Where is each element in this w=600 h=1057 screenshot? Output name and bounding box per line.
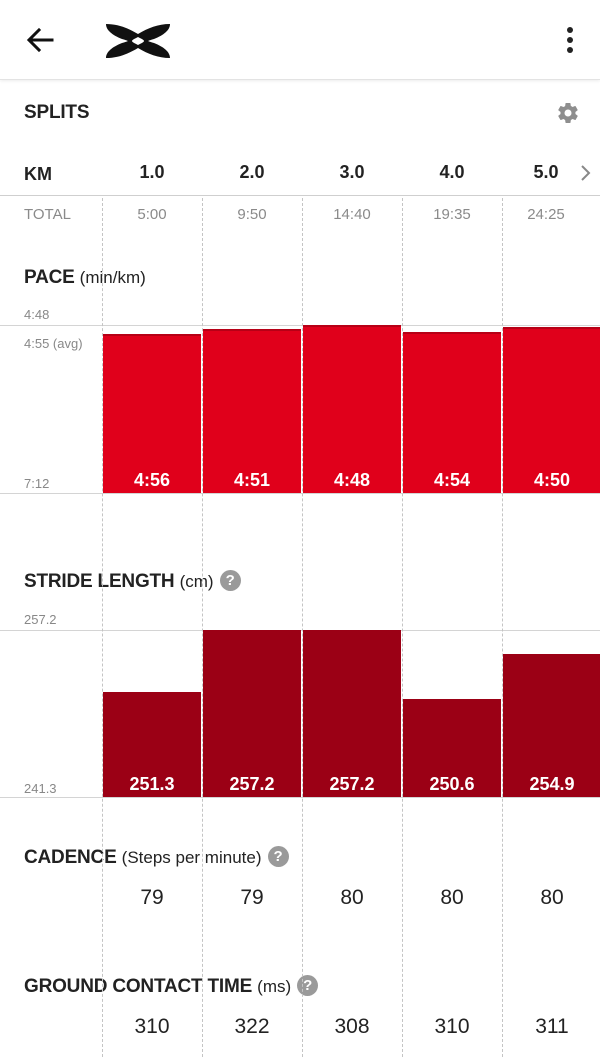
km-value: 1.0 — [139, 162, 165, 182]
pace-baseline — [0, 493, 600, 494]
pace-bar-cap — [403, 332, 501, 334]
column-divider — [502, 198, 503, 1057]
stride-bar — [303, 630, 401, 797]
pace-bar-cap — [103, 334, 201, 337]
under-armour-logo — [106, 24, 170, 58]
stride-bar — [103, 691, 201, 797]
km-label: KM — [24, 164, 52, 184]
column-divider — [402, 198, 403, 1057]
pace-bar-cap — [303, 325, 401, 327]
pace-bar-label: 4:48 — [333, 470, 371, 490]
pace-bar-label: 4:54 — [433, 470, 471, 490]
pace-axis-bottom: 7:12 — [24, 476, 50, 491]
km-value: 4.0 — [439, 162, 465, 182]
pace-unit: (min/km) — [79, 268, 146, 287]
stride-bar-label: 250.6 — [429, 774, 475, 794]
stride-title: STRIDE LENGTH (cm)? — [24, 570, 241, 593]
column-divider — [302, 198, 303, 1057]
pace-bar — [203, 328, 301, 493]
column-divider — [102, 198, 103, 1057]
pace-title: PACE (min/km) — [24, 267, 146, 288]
gear-icon[interactable] — [556, 101, 580, 125]
stride-bar-label: 257.2 — [229, 774, 275, 794]
gct-value: 310 — [434, 1015, 470, 1038]
total-value: 19:35 — [433, 206, 471, 223]
stride-bar-label: 257.2 — [329, 774, 375, 794]
cadence-unit: (Steps per minute) — [121, 848, 262, 867]
splits-title: SPLITS — [24, 102, 90, 123]
help-icon[interactable]: ? — [219, 570, 241, 591]
more-vertical-icon[interactable] — [556, 22, 584, 58]
chevron-right-icon[interactable] — [579, 160, 593, 186]
total-value: 24:25 — [527, 206, 565, 223]
total-value: 9:50 — [237, 206, 267, 223]
cadence-value: 80 — [340, 886, 364, 909]
km-value: 5.0 — [533, 162, 559, 182]
pace-bar-cap — [203, 328, 301, 331]
gct-value: 308 — [334, 1015, 370, 1038]
help-icon[interactable]: ? — [297, 975, 319, 996]
app-bar — [0, 0, 600, 80]
stride-bar-label: 251.3 — [129, 774, 175, 794]
cadence-value: 80 — [440, 886, 464, 909]
gct-title: GROUND CONTACT TIME (ms)? — [24, 975, 319, 998]
total-value: 14:40 — [333, 206, 371, 223]
pace-axis-avg: 4:55 (avg) — [24, 336, 83, 351]
gct-value: 310 — [134, 1015, 170, 1038]
pace-bar-label: 4:56 — [133, 470, 171, 490]
pace-axis-top: 4:48 — [24, 307, 50, 322]
column-divider — [202, 198, 203, 1057]
total-value: 5:00 — [137, 206, 167, 223]
cadence-value: 80 — [540, 886, 564, 909]
stride-unit: (cm) — [179, 572, 214, 591]
km-value: 2.0 — [239, 162, 265, 182]
cadence-title: CADENCE (Steps per minute)? — [24, 846, 289, 869]
gct-value: 322 — [234, 1015, 270, 1038]
stride-bar — [203, 630, 301, 797]
pace-bar — [403, 332, 501, 493]
cadence-value: 79 — [140, 886, 164, 909]
stride-axis-bottom: 241.3 — [24, 781, 57, 796]
gct-unit: (ms) — [257, 977, 292, 996]
pace-bar-cap — [503, 327, 600, 330]
arrow-left-icon[interactable] — [22, 24, 58, 56]
km-value: 3.0 — [339, 162, 365, 182]
pace-bar — [503, 327, 600, 493]
pace-bar-label: 4:51 — [233, 470, 271, 490]
cadence-value: 79 — [240, 886, 264, 909]
stride-axis-top: 257.2 — [24, 612, 57, 627]
stride-bar — [403, 699, 501, 797]
pace-bar-label: 4:50 — [533, 470, 571, 490]
help-icon[interactable]: ? — [267, 846, 289, 867]
pace-gridline-top — [0, 325, 600, 326]
stride-bar — [503, 654, 600, 797]
pace-bar — [103, 334, 201, 493]
total-label: TOTAL — [24, 206, 71, 223]
stride-baseline — [0, 797, 600, 798]
gct-value: 311 — [535, 1015, 569, 1038]
pace-bar — [303, 325, 401, 493]
stride-bar-label: 254.9 — [529, 774, 575, 794]
km-divider — [0, 195, 600, 196]
